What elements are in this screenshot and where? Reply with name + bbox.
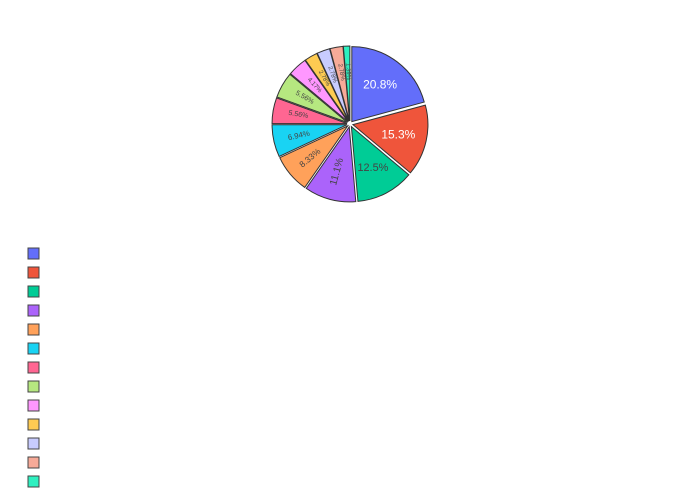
pie-slice[interactable] (276, 73, 348, 123)
legend-swatch[interactable] (27, 361, 40, 374)
legend-swatch[interactable] (27, 247, 40, 260)
legend-swatch[interactable] (27, 456, 40, 469)
pie-slice[interactable] (351, 104, 429, 174)
legend-swatch[interactable] (27, 285, 40, 298)
legend-swatch[interactable] (27, 399, 40, 412)
slice-label: 2.78% (336, 63, 345, 81)
pie-slices (271, 45, 429, 203)
slice-label: 5.56% (288, 110, 310, 120)
legend-swatch[interactable] (27, 418, 40, 431)
legend-swatch[interactable] (27, 323, 40, 336)
pie-slice[interactable] (342, 45, 351, 122)
legend-swatch[interactable] (27, 342, 40, 355)
legend-swatch[interactable] (27, 380, 40, 393)
legend-swatch[interactable] (27, 437, 40, 450)
pie-slice[interactable] (305, 125, 357, 203)
slice-label: 15.3% (381, 128, 415, 142)
slice-label: 1.39% (344, 63, 351, 81)
pie-slice[interactable] (279, 124, 350, 189)
legend-swatch[interactable] (27, 266, 40, 279)
slice-label: 20.8% (363, 78, 397, 92)
legend (27, 247, 40, 488)
pie-slice[interactable] (350, 125, 410, 202)
pie-slice[interactable] (351, 46, 425, 123)
pie-slice[interactable] (289, 59, 349, 123)
legend-swatch[interactable] (27, 304, 40, 317)
slice-label: 2.78% (326, 66, 338, 85)
pie-slice[interactable] (271, 97, 348, 125)
pie-slice[interactable] (316, 48, 350, 122)
legend-swatch[interactable] (27, 475, 40, 488)
slice-label: 12.5% (357, 162, 388, 174)
pie-slice[interactable] (304, 52, 349, 122)
pie-slice[interactable] (271, 124, 348, 158)
